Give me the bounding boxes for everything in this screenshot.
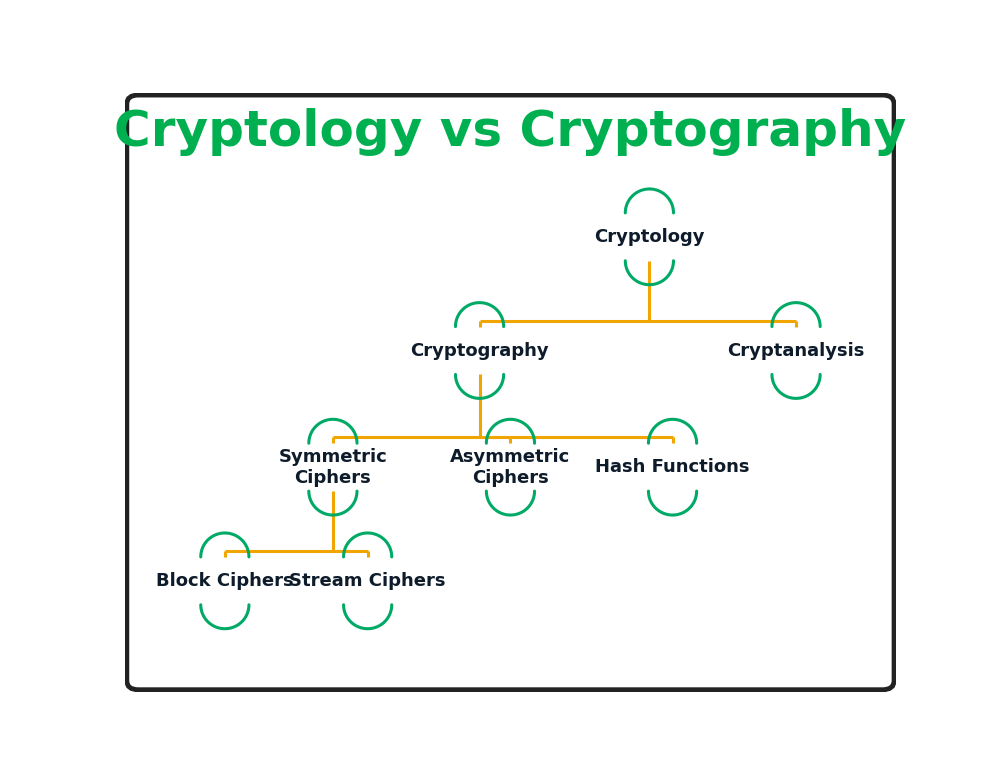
Text: Asymmetric
Ciphers: Asymmetric Ciphers (450, 448, 571, 486)
FancyBboxPatch shape (126, 95, 894, 690)
Text: Block Ciphers: Block Ciphers (156, 572, 294, 590)
Text: Symmetric
Ciphers: Symmetric Ciphers (279, 448, 387, 486)
Text: Hash Functions: Hash Functions (596, 458, 750, 476)
Text: Cryptology vs Cryptography: Cryptology vs Cryptography (115, 108, 906, 156)
Text: Cryptanalysis: Cryptanalysis (727, 342, 865, 360)
Text: Cryptology: Cryptology (595, 228, 704, 246)
Text: Cryptography: Cryptography (410, 342, 549, 360)
Text: Stream Ciphers: Stream Ciphers (290, 572, 446, 590)
